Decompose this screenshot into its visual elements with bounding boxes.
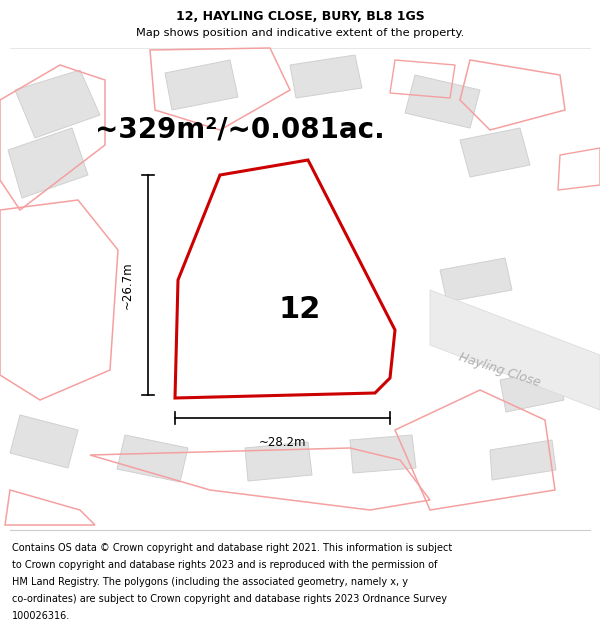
Text: Hayling Close: Hayling Close (457, 351, 542, 389)
Polygon shape (165, 60, 238, 110)
Text: co-ordinates) are subject to Crown copyright and database rights 2023 Ordnance S: co-ordinates) are subject to Crown copyr… (12, 594, 447, 604)
Polygon shape (500, 368, 564, 412)
Polygon shape (117, 435, 188, 482)
Text: ~26.7m: ~26.7m (121, 261, 134, 309)
Polygon shape (210, 248, 288, 305)
Polygon shape (175, 160, 395, 398)
Polygon shape (15, 70, 100, 138)
Text: Contains OS data © Crown copyright and database right 2021. This information is : Contains OS data © Crown copyright and d… (12, 543, 452, 553)
Polygon shape (405, 75, 480, 128)
Polygon shape (430, 290, 600, 410)
Polygon shape (490, 440, 556, 480)
Text: to Crown copyright and database rights 2023 and is reproduced with the permissio: to Crown copyright and database rights 2… (12, 560, 437, 570)
Polygon shape (8, 128, 88, 198)
Polygon shape (350, 435, 416, 473)
Text: HM Land Registry. The polygons (including the associated geometry, namely x, y: HM Land Registry. The polygons (includin… (12, 577, 408, 587)
Polygon shape (290, 55, 362, 98)
Text: ~28.2m: ~28.2m (259, 436, 306, 449)
Text: 12, HAYLING CLOSE, BURY, BL8 1GS: 12, HAYLING CLOSE, BURY, BL8 1GS (176, 9, 424, 22)
Polygon shape (440, 258, 512, 302)
Polygon shape (245, 442, 312, 481)
Polygon shape (460, 128, 530, 177)
Text: 12: 12 (279, 296, 321, 324)
Text: Map shows position and indicative extent of the property.: Map shows position and indicative extent… (136, 28, 464, 38)
Text: ~329m²/~0.081ac.: ~329m²/~0.081ac. (95, 116, 385, 144)
Polygon shape (10, 415, 78, 468)
Text: 100026316.: 100026316. (12, 611, 70, 621)
